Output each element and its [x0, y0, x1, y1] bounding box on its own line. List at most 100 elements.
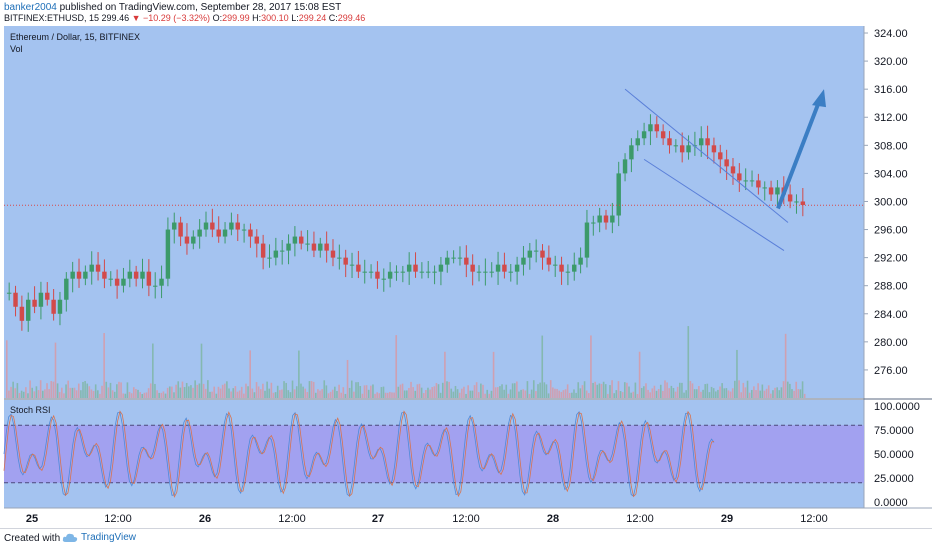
volume-bar — [748, 392, 751, 398]
created-with-text: Created with — [4, 533, 61, 544]
volume-bar — [403, 390, 406, 398]
volume-bar — [194, 380, 196, 398]
candle-body — [337, 257, 342, 259]
volume-bar — [691, 383, 694, 398]
volume-bar — [602, 381, 605, 398]
volume-bar — [168, 386, 171, 398]
volume-bar — [621, 392, 624, 398]
volume-bar — [291, 380, 294, 398]
volume-bar — [408, 387, 410, 398]
volume-bar — [497, 387, 499, 398]
trend-arrow-head — [812, 89, 826, 108]
volume-bar — [789, 383, 791, 398]
volume-bar — [526, 381, 529, 398]
candle-body — [603, 215, 609, 223]
volume-bar — [509, 389, 512, 398]
price-tick-label: 316.00 — [874, 84, 908, 96]
volume-bar — [73, 387, 76, 398]
volume-bar — [145, 392, 148, 398]
volume-bar — [750, 389, 753, 398]
volume-bar — [219, 388, 222, 398]
candle-body — [19, 306, 25, 321]
price-tick-label: 280.00 — [874, 337, 908, 349]
candle-body — [127, 271, 133, 279]
tradingview-brand[interactable]: TradingView — [62, 532, 136, 543]
candle-body — [521, 257, 526, 265]
volume-bar — [435, 382, 438, 398]
volume-bar — [39, 380, 42, 398]
volume-bar — [213, 386, 216, 398]
volume-bar — [463, 386, 465, 398]
volume-bar — [477, 392, 480, 398]
volume-bar — [501, 384, 503, 398]
volume-bar — [719, 386, 721, 398]
volume-bar — [116, 384, 118, 398]
volume-bar — [416, 384, 419, 398]
candle-body — [108, 278, 113, 280]
volume-bar — [44, 389, 46, 398]
volume-bar — [746, 380, 749, 398]
volume-bar — [67, 380, 69, 398]
volume-bar — [344, 393, 347, 398]
candle-body — [64, 278, 69, 300]
volume-bar — [776, 387, 778, 398]
volume-bar — [130, 393, 133, 398]
volume-bar — [156, 390, 158, 398]
volume-bar — [600, 383, 603, 398]
volume-bar — [566, 384, 569, 398]
volume-bar — [147, 388, 150, 398]
candle-body — [673, 145, 679, 147]
candle-body — [229, 222, 234, 230]
candle-body — [197, 229, 202, 237]
volume-bar — [80, 390, 82, 398]
volume-bar — [452, 391, 455, 398]
volume-bar — [499, 386, 501, 398]
candle-body — [114, 278, 120, 286]
volume-bar — [317, 389, 319, 398]
volume-bar — [141, 393, 144, 398]
volume-bar — [573, 389, 575, 398]
volume-bar — [645, 383, 647, 398]
main-pane-background — [4, 26, 864, 398]
candle-body — [470, 264, 475, 272]
volume-bar — [770, 393, 772, 398]
volume-bar — [799, 389, 802, 398]
chart-area[interactable]: 324.00 320.00 316.00 312.00 308.00 304.00 300.… — [0, 26, 932, 528]
volume-bar — [97, 390, 99, 398]
volume-bar — [107, 387, 110, 398]
volume-bar — [431, 387, 433, 398]
volume-bar — [118, 381, 120, 398]
volume-bar — [304, 388, 307, 398]
volume-bar — [615, 390, 618, 398]
volume-bar — [532, 380, 535, 398]
candle-body — [483, 271, 488, 273]
candle-body — [667, 138, 672, 146]
candle-body — [222, 229, 228, 237]
author-link[interactable]: banker2004 — [4, 2, 57, 13]
candle-body — [749, 180, 755, 182]
volume-bar — [196, 384, 199, 398]
volume-bar — [623, 382, 626, 398]
volume-bar — [367, 389, 370, 398]
volume-bar — [90, 389, 93, 398]
high-value: 300.10 — [261, 13, 289, 23]
volume-bar — [441, 382, 444, 398]
chart-canvas[interactable]: 324.00 320.00 316.00 312.00 308.00 304.00 300.… — [0, 26, 932, 528]
time-tick-label: 12:00 — [626, 513, 654, 525]
stoch-d-line — [3, 410, 715, 498]
volume-bar — [300, 383, 302, 398]
volume-bar — [370, 385, 372, 398]
candle-body — [191, 236, 196, 244]
candle-body — [686, 145, 691, 153]
stoch-k-line — [3, 410, 715, 497]
volume-bar — [632, 391, 635, 398]
candle-body — [718, 152, 723, 160]
time-tick-label: 28 — [547, 513, 559, 525]
open-label: O: — [212, 13, 223, 23]
volume-bar — [793, 390, 795, 398]
candle-body — [70, 271, 75, 279]
volume-bar — [647, 389, 649, 398]
volume-bar — [306, 392, 309, 398]
volume-bar — [18, 392, 21, 398]
volume-bar — [86, 383, 89, 398]
